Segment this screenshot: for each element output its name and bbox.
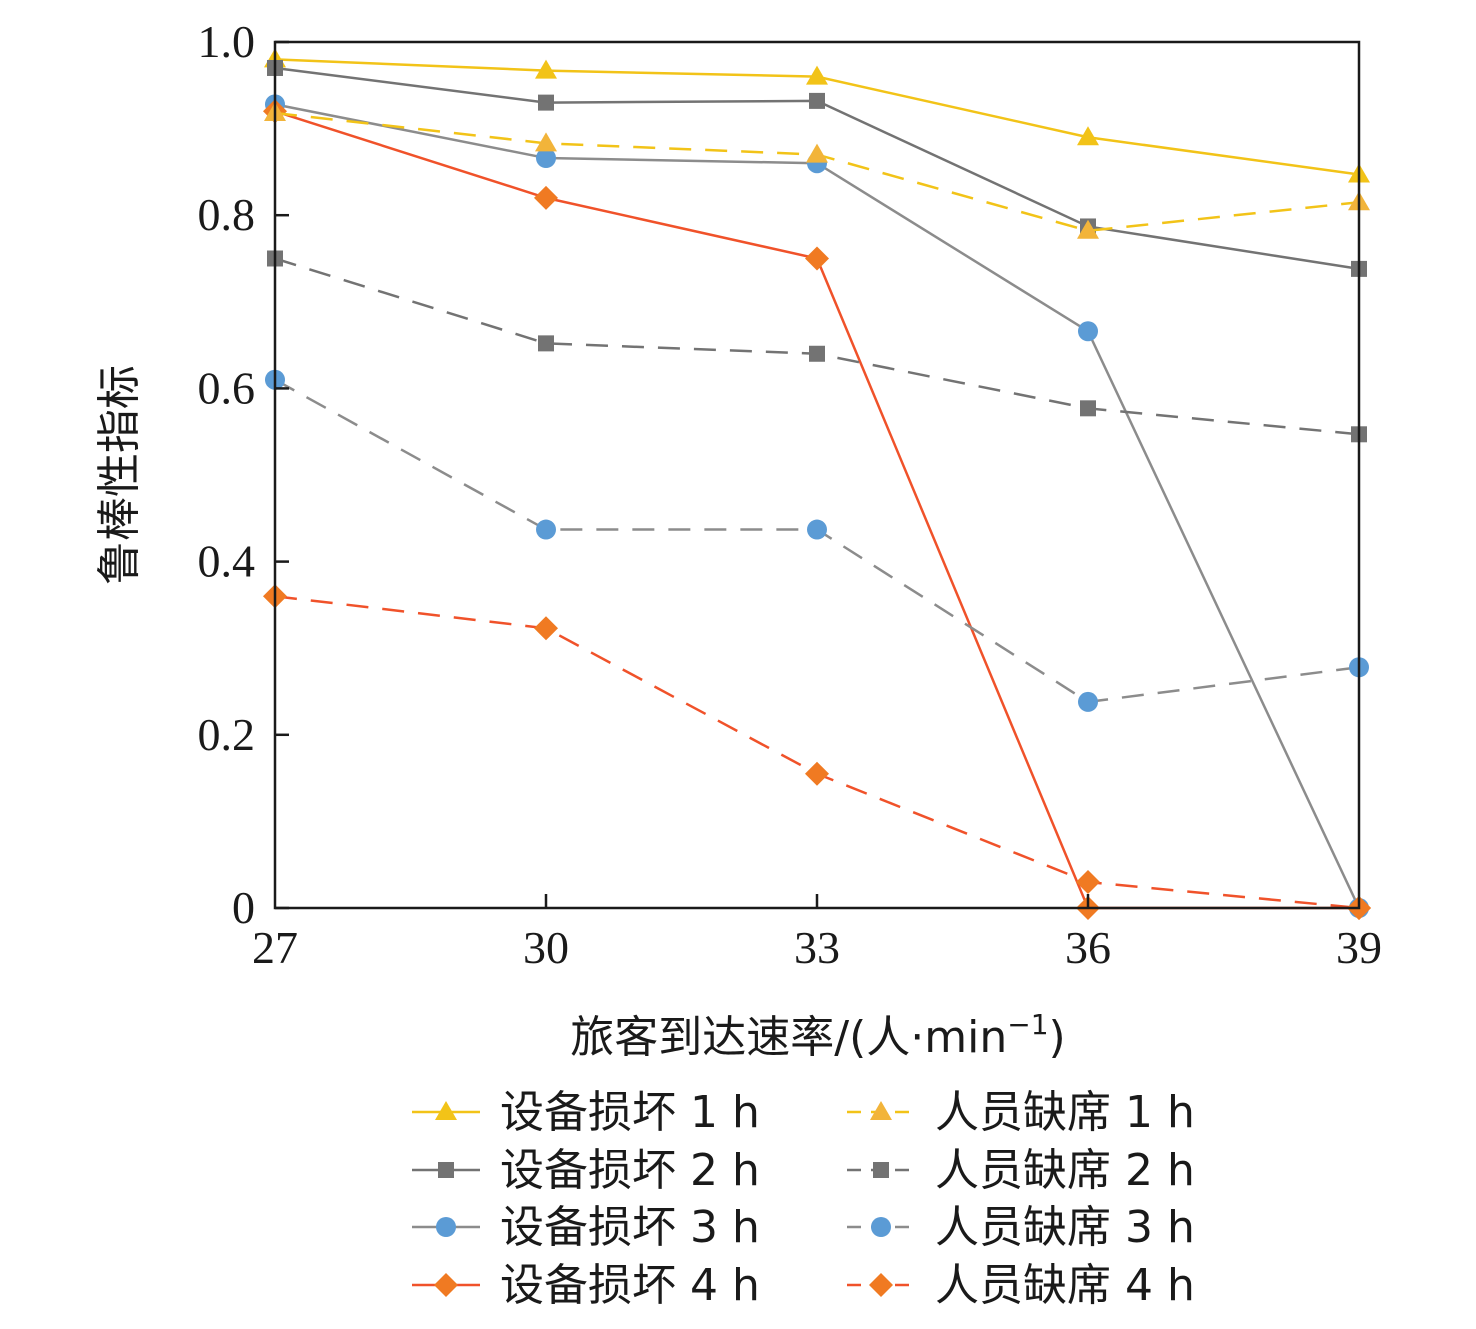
legend-item-人员缺席-3-h: 人员缺席 3 h bbox=[847, 1202, 1195, 1253]
data-point bbox=[1078, 691, 1098, 712]
data-point bbox=[809, 92, 825, 109]
x-tick-label: 39 bbox=[1336, 922, 1382, 973]
y-tick-label: 0.4 bbox=[198, 536, 256, 587]
data-point bbox=[807, 519, 827, 540]
legend-label: 人员缺席 2 h bbox=[935, 1145, 1195, 1196]
legend-item-设备损坏-1-h: 设备损坏 1 h bbox=[412, 1087, 760, 1138]
legend-item-人员缺席-1-h: 人员缺席 1 h bbox=[847, 1087, 1195, 1138]
legend-item-人员缺席-4-h: 人员缺席 4 h bbox=[847, 1260, 1195, 1311]
legend-marker bbox=[438, 1162, 454, 1178]
x-axis-label-superscript: −1 bbox=[1007, 1008, 1048, 1041]
data-point bbox=[538, 335, 554, 352]
x-axis-label-close: ) bbox=[1049, 1012, 1066, 1063]
x-axis-label: 旅客到达速率/(人·min−1) bbox=[570, 1008, 1065, 1063]
legend-label: 设备损坏 4 h bbox=[500, 1260, 760, 1311]
y-axis-label: 鲁棒性指标 bbox=[94, 365, 145, 585]
legend-label: 人员缺席 3 h bbox=[935, 1202, 1195, 1253]
data-point bbox=[534, 185, 558, 210]
y-tick-label: 1.0 bbox=[198, 16, 256, 67]
y-tick-label: 0 bbox=[232, 882, 255, 933]
data-point bbox=[535, 132, 557, 152]
legend-item-设备损坏-3-h: 设备损坏 3 h bbox=[412, 1202, 760, 1253]
legend-marker bbox=[435, 1101, 457, 1120]
series-人员缺席-2-h bbox=[267, 250, 1367, 443]
x-tick-label: 27 bbox=[252, 922, 298, 973]
y-tick-label: 0.8 bbox=[198, 189, 256, 240]
series-line bbox=[274, 103, 1361, 909]
legend: 设备损坏 1 h 设备损坏 2 h 设备损坏 3 h 设备损坏 4 h 人员缺席 1 h… bbox=[412, 1087, 1195, 1311]
legend-item-设备损坏-2-h: 设备损坏 2 h bbox=[412, 1145, 760, 1196]
data-point bbox=[806, 65, 828, 85]
y-tick-label: 0.6 bbox=[198, 362, 256, 413]
data-point bbox=[538, 94, 554, 111]
legend-marker bbox=[436, 1217, 456, 1237]
legend-marker bbox=[873, 1162, 889, 1178]
data-point bbox=[1078, 321, 1098, 342]
series-人员缺席-4-h bbox=[263, 584, 1371, 920]
series-line bbox=[274, 110, 1359, 910]
data-point bbox=[1080, 400, 1096, 417]
data-point bbox=[535, 59, 557, 79]
legend-label: 人员缺席 1 h bbox=[935, 1087, 1195, 1138]
legend-marker bbox=[871, 1217, 891, 1237]
data-point bbox=[1077, 126, 1099, 146]
legend-marker bbox=[434, 1273, 458, 1297]
legend-item-人员缺席-2-h: 人员缺席 2 h bbox=[847, 1145, 1195, 1196]
legend-marker bbox=[869, 1273, 893, 1297]
x-tick-label: 30 bbox=[523, 922, 569, 973]
legend-marker bbox=[870, 1101, 892, 1120]
series-line bbox=[274, 594, 1360, 910]
data-point bbox=[536, 519, 556, 540]
legend-label: 设备损坏 3 h bbox=[500, 1202, 760, 1253]
x-tick-label: 36 bbox=[1065, 922, 1111, 973]
axis-ticks: 0 0.2 0.4 0.6 0.8 1.0 27 30 33 36 39 bbox=[198, 16, 1383, 973]
legend-label: 设备损坏 2 h bbox=[500, 1145, 760, 1196]
data-point bbox=[809, 345, 825, 362]
data-point bbox=[536, 148, 556, 169]
legend-item-设备损坏-4-h: 设备损坏 4 h bbox=[412, 1260, 760, 1311]
data-point bbox=[534, 616, 558, 641]
data-point bbox=[805, 246, 829, 271]
series-line bbox=[274, 378, 1360, 704]
data-point bbox=[1076, 870, 1100, 895]
series-设备损坏-4-h bbox=[263, 99, 1371, 920]
legend-label: 人员缺席 4 h bbox=[935, 1260, 1195, 1311]
chart-marks bbox=[263, 48, 1371, 920]
data-point bbox=[1077, 219, 1099, 239]
data-point bbox=[806, 143, 828, 163]
series-人员缺席-3-h bbox=[265, 369, 1369, 712]
data-point bbox=[805, 761, 829, 786]
legend-label: 设备损坏 1 h bbox=[500, 1087, 760, 1138]
x-tick-label: 33 bbox=[794, 922, 840, 973]
y-tick-label: 0.2 bbox=[198, 709, 256, 760]
